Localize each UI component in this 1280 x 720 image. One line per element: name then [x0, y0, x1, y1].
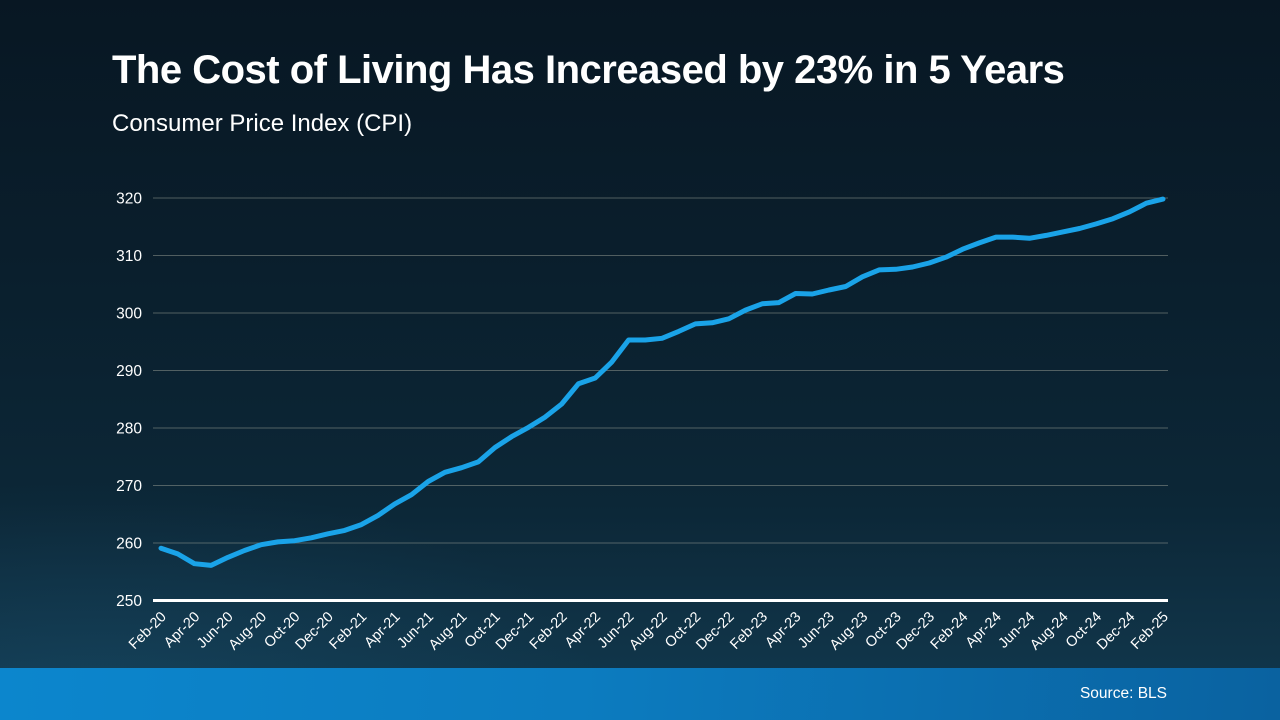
x-tick-label: Feb-23 [727, 609, 771, 653]
y-tick-label: 260 [116, 536, 142, 553]
x-tick-label: Dec-21 [493, 609, 537, 653]
chart-subtitle: Consumer Price Index (CPI) [112, 110, 413, 137]
x-tick-label: Aug-21 [426, 609, 470, 653]
x-tick-label: Apr-22 [562, 609, 604, 651]
y-tick-label: 270 [116, 478, 142, 495]
x-tick-label: Feb-25 [1128, 609, 1172, 653]
chart-title: The Cost of Living Has Increased by 23% … [112, 48, 1065, 92]
x-tick-label: Aug-20 [226, 609, 270, 653]
cpi-line-chart: 250260270280290300310320Feb-20Apr-20Jun-… [116, 191, 1172, 654]
y-tick-label: 310 [116, 248, 142, 265]
footer-bar: Source: BLS [0, 668, 1280, 720]
x-tick-label: Dec-23 [894, 609, 938, 653]
x-tick-label: Apr-23 [762, 609, 804, 651]
x-tick-label: Dec-22 [693, 609, 737, 653]
x-tick-label: Feb-22 [527, 609, 571, 653]
source-label: Source: BLS [1079, 685, 1167, 702]
x-tick-label: Apr-21 [362, 609, 404, 651]
x-tick-label: Aug-24 [1027, 609, 1071, 653]
x-tick-label: Dec-20 [292, 609, 336, 653]
x-tick-label: Apr-24 [963, 609, 1005, 651]
x-tick-label: Aug-22 [626, 609, 670, 653]
x-tick-label: Feb-24 [928, 609, 972, 653]
y-tick-label: 320 [116, 191, 142, 208]
x-tick-label: Feb-21 [326, 609, 370, 653]
y-tick-label: 280 [116, 421, 142, 438]
x-tick-label: Aug-23 [827, 609, 871, 653]
y-tick-label: 300 [116, 306, 142, 323]
x-tick-label: Apr-20 [161, 609, 203, 651]
y-tick-label: 250 [116, 593, 142, 610]
y-tick-label: 290 [116, 363, 142, 380]
x-tick-label: Feb-20 [126, 609, 170, 653]
cpi-line [158, 196, 1166, 568]
x-tick-label: Dec-24 [1094, 609, 1138, 653]
